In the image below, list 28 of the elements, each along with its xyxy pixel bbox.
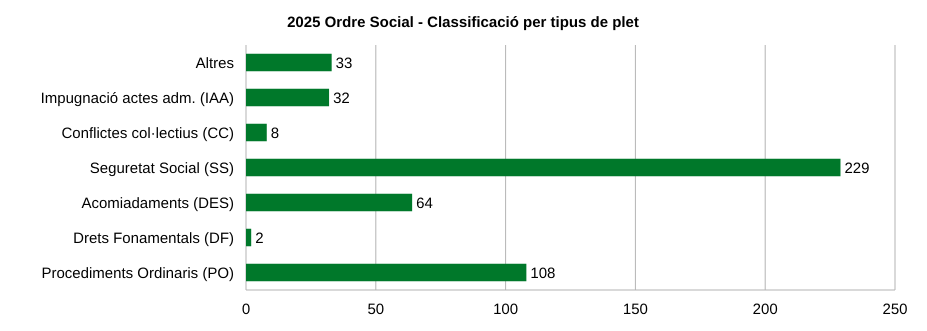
bar: [246, 158, 840, 176]
bar: [246, 264, 526, 282]
bar: [246, 88, 330, 106]
x-tick-label: 250: [882, 301, 908, 318]
bar: [246, 124, 267, 142]
x-tick-label: 100: [493, 301, 518, 318]
x-tick-label: 150: [622, 301, 648, 318]
chart-title: 2025 Ordre Social - Classificació per tipus de plet: [287, 14, 639, 31]
x-tick-label: 200: [752, 301, 778, 318]
y-tick-label: Acomiadaments (DES): [81, 194, 234, 212]
data-label: 2: [255, 230, 264, 247]
data-label: 229: [844, 160, 870, 177]
y-tick-label: Altres: [196, 54, 234, 72]
x-tick-label: 0: [242, 301, 250, 318]
data-label: 32: [333, 90, 350, 107]
bar: [246, 228, 252, 246]
data-label: 64: [416, 194, 433, 212]
data-label: 108: [530, 264, 556, 282]
x-tick-label: 50: [367, 301, 384, 318]
y-tick-label: Conflictes col·lectius (CC): [61, 124, 234, 142]
y-tick-label: Procediments Ordinaris (PO): [41, 264, 234, 282]
data-label: 8: [270, 124, 280, 142]
bar: [246, 194, 412, 212]
bar: [246, 54, 332, 72]
y-tick-label: Impugnació actes adm. (IAA): [40, 90, 234, 107]
y-tick-label: Drets Fonamentals (DF): [73, 230, 234, 247]
y-tick-label: Seguretat Social (SS): [90, 160, 234, 177]
data-label: 33: [336, 54, 352, 72]
